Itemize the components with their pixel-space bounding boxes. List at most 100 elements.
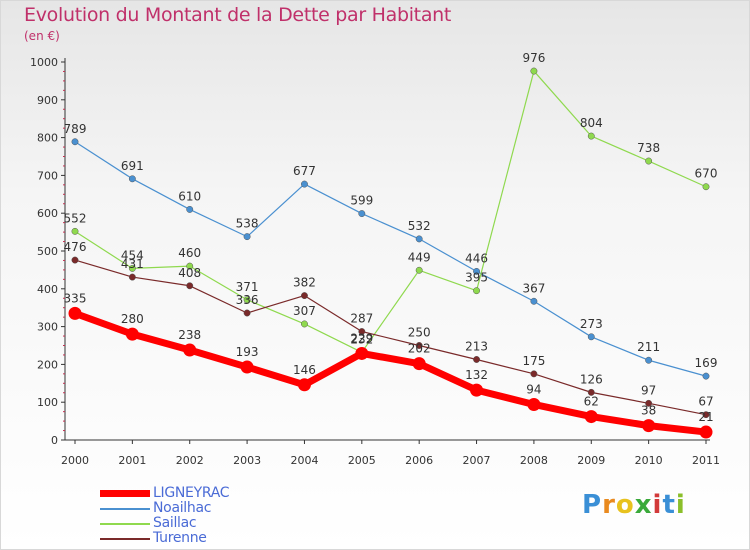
data-label-saillac: 552	[64, 211, 87, 225]
legend-label-turenne: Turenne	[153, 530, 207, 546]
x-tick-label: 2007	[463, 454, 491, 467]
data-point-noailhac	[702, 372, 710, 380]
data-point-noailhac	[186, 205, 194, 213]
data-point-ligneyrac	[584, 410, 598, 424]
data-labels: 789 691 610 538 677 599 532 446 367 273 211 169 552 4…	[64, 51, 718, 424]
data-label-ligneyrac: 146	[293, 363, 316, 377]
data-label-noailhac: 367	[522, 281, 545, 295]
data-point-turenne	[186, 282, 194, 290]
data-label-noailhac: 789	[64, 122, 87, 136]
y-tick-label: 300	[37, 321, 58, 334]
data-point-saillac	[702, 183, 710, 191]
data-label-turenne: 213	[465, 339, 488, 353]
data-label-noailhac: 169	[695, 356, 718, 370]
data-label-turenne: 97	[641, 383, 656, 397]
legend-swatch-saillac	[100, 522, 150, 525]
data-point-noailhac	[301, 180, 308, 188]
y-tick-label: 200	[37, 358, 58, 371]
data-label-turenne: 175	[522, 354, 545, 368]
legend-item-noailhac: Noailhac	[100, 500, 229, 516]
data-label-noailhac: 677	[293, 164, 316, 178]
data-point-ligneyrac	[642, 419, 656, 433]
data-label-noailhac: 599	[350, 194, 373, 208]
data-label-turenne: 67	[698, 395, 713, 409]
y-tick-label: 1000	[30, 56, 58, 69]
x-tick-label: 2009	[577, 454, 605, 467]
y-tick-label: 600	[37, 207, 58, 220]
data-label-noailhac: 211	[637, 340, 660, 354]
data-point-noailhac	[71, 138, 79, 146]
data-label-ligneyrac: 238	[178, 328, 201, 342]
data-point-noailhac	[587, 333, 595, 341]
data-label-saillac: 460	[178, 246, 201, 260]
data-label-saillac: 976	[522, 51, 545, 65]
series-line-turenne	[74, 259, 707, 416]
data-label-ligneyrac: 132	[465, 368, 488, 382]
series-points	[68, 67, 713, 439]
x-tick-label: 2010	[635, 454, 663, 467]
y-tick-label: 800	[37, 132, 58, 145]
y-tick-label: 500	[37, 245, 58, 258]
legend-swatch-ligneyrac	[100, 490, 150, 497]
data-label-noailhac: 532	[408, 219, 431, 233]
data-point-saillac	[587, 132, 595, 140]
data-label-saillac: 232	[350, 332, 373, 346]
data-point-noailhac	[128, 175, 136, 183]
data-label-turenne: 126	[580, 372, 603, 386]
y-tick-label: 700	[37, 169, 58, 182]
logo-letter: i	[652, 490, 663, 520]
data-point-turenne	[358, 328, 366, 335]
chart-title: Evolution du Montant de la Dette par Hab…	[24, 4, 452, 26]
data-point-noailhac	[530, 297, 538, 305]
y-axis-unit: (en €)	[24, 29, 60, 43]
legend-swatch-turenne	[100, 537, 150, 540]
data-point-saillac	[71, 227, 79, 235]
data-label-turenne: 287	[350, 312, 373, 326]
logo-letter: i	[675, 490, 686, 520]
y-tick-label: 400	[37, 283, 58, 296]
data-point-ligneyrac	[470, 383, 484, 397]
data-point-turenne	[645, 399, 653, 407]
data-point-ligneyrac	[699, 425, 713, 439]
data-point-turenne	[473, 356, 480, 363]
data-point-turenne	[415, 342, 423, 349]
logo-letter: P	[582, 490, 603, 520]
logo-letter: x	[634, 490, 653, 520]
data-label-ligneyrac: 335	[64, 291, 87, 305]
data-point-turenne	[71, 256, 79, 264]
x-tick-label: 2005	[348, 454, 376, 467]
x-tick-label: 2001	[118, 454, 146, 467]
legend: LIGNEYRAC Noailhac Saillac Turenne	[100, 485, 230, 546]
data-point-ligneyrac	[355, 346, 369, 360]
data-point-saillac	[530, 67, 538, 75]
y-tick-label: 900	[37, 94, 58, 107]
x-tick-label: 2008	[520, 454, 548, 467]
data-label-noailhac: 691	[121, 159, 144, 173]
data-point-ligneyrac	[412, 357, 426, 371]
data-label-ligneyrac: 21	[698, 410, 713, 424]
series-line-ligneyrac	[73, 310, 707, 436]
data-point-saillac	[645, 157, 653, 165]
data-label-ligneyrac: 193	[236, 345, 259, 359]
data-label-saillac: 395	[465, 271, 488, 285]
data-point-saillac	[473, 287, 480, 295]
data-label-saillac: 449	[408, 250, 431, 264]
data-label-saillac: 454	[121, 248, 144, 262]
series-lines	[73, 70, 707, 436]
data-label-ligneyrac: 62	[584, 395, 599, 409]
legend-swatch-noailhac	[100, 507, 150, 510]
data-label-saillac: 307	[293, 304, 316, 318]
axes: 0 100 200 300 400 500 600 700 800 900 1000 2000 2001…	[30, 56, 720, 467]
data-label-saillac: 670	[695, 167, 718, 181]
data-label-ligneyrac: 202	[408, 342, 431, 356]
data-label-turenne: 336	[236, 293, 259, 307]
data-point-turenne	[301, 292, 308, 300]
data-point-turenne	[243, 309, 251, 317]
data-label-noailhac: 446	[465, 251, 488, 265]
y-tick-label: 0	[51, 434, 58, 447]
data-point-noailhac	[645, 356, 653, 364]
legend-label-ligneyrac: LIGNEYRAC	[153, 485, 230, 501]
data-point-noailhac	[358, 210, 366, 218]
data-point-ligneyrac	[297, 378, 311, 392]
